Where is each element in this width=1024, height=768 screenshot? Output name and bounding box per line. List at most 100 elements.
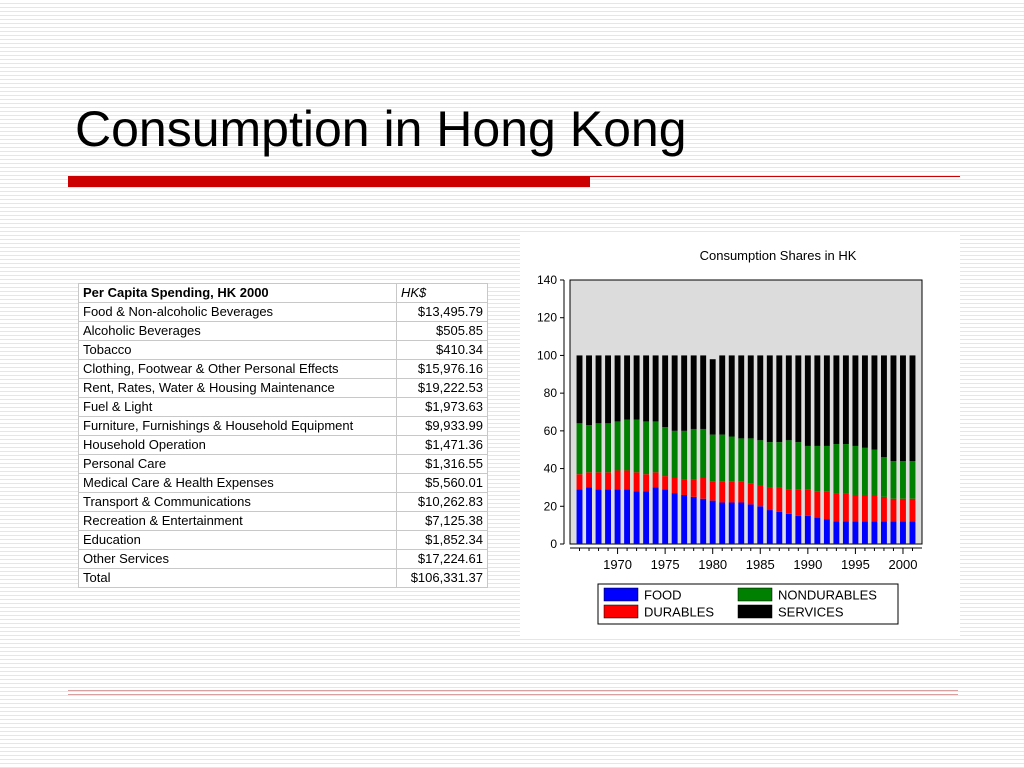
table-cell-amount: $1,316.55 bbox=[396, 454, 488, 474]
legend-swatch-nondurables bbox=[737, 587, 773, 602]
table-cell-category: Alcoholic Beverages bbox=[78, 321, 397, 341]
bar-nondurables-1981 bbox=[719, 434, 726, 482]
bar-nondurables-1991 bbox=[814, 445, 821, 492]
chart-title: Consumption Shares in HK bbox=[700, 248, 857, 263]
table-cell-amount: $1,973.63 bbox=[396, 397, 488, 417]
legend-swatch-services bbox=[737, 604, 773, 619]
legend-label-services: SERVICES bbox=[778, 605, 844, 620]
bar-nondurables-1971 bbox=[624, 419, 631, 471]
bar-services-1988 bbox=[785, 355, 792, 441]
bar-services-1970 bbox=[614, 355, 621, 422]
bar-food-1977 bbox=[681, 494, 688, 544]
table-cell-category: Tobacco bbox=[78, 340, 397, 360]
bar-durables-2001 bbox=[909, 498, 916, 522]
bar-nondurables-1990 bbox=[804, 445, 811, 490]
table-cell-amount: $15,976.16 bbox=[396, 359, 488, 379]
bar-services-1972 bbox=[633, 355, 640, 420]
bar-nondurables-1967 bbox=[586, 425, 592, 473]
bar-services-1985 bbox=[757, 355, 764, 441]
bar-durables-1981 bbox=[719, 481, 726, 503]
table-cell-category: Personal Care bbox=[78, 454, 397, 474]
bar-durables-1999 bbox=[890, 498, 897, 522]
bar-durables-1982 bbox=[728, 481, 735, 503]
bar-services-1982 bbox=[728, 355, 735, 437]
bar-nondurables-1975 bbox=[662, 427, 669, 477]
bar-durables-1997 bbox=[871, 494, 878, 522]
y-tick-label: 0 bbox=[550, 537, 557, 551]
table-cell-amount: $505.85 bbox=[396, 321, 488, 341]
table-cell-category: Furniture, Furnishings & Household Equip… bbox=[78, 416, 397, 436]
table-cell-amount: $7,125.38 bbox=[396, 511, 488, 531]
bar-durables-1983 bbox=[738, 481, 745, 503]
bar-durables-1969 bbox=[605, 472, 611, 490]
bar-services-1978 bbox=[690, 355, 697, 429]
bar-durables-1970 bbox=[614, 470, 621, 490]
table-row: Total $106,331.37 bbox=[78, 568, 488, 588]
table-cell-amount: $19,222.53 bbox=[396, 378, 488, 398]
bar-nondurables-1982 bbox=[728, 436, 735, 482]
x-tick-label: 1975 bbox=[651, 557, 680, 572]
bar-food-1967 bbox=[586, 487, 592, 544]
legend-swatch-food bbox=[603, 587, 639, 602]
bar-nondurables-1968 bbox=[595, 423, 602, 473]
bar-food-1979 bbox=[700, 498, 707, 544]
bar-services-1998 bbox=[881, 355, 887, 458]
bar-nondurables-1997 bbox=[871, 449, 878, 495]
bar-services-1994 bbox=[842, 355, 849, 445]
bar-nondurables-1999 bbox=[890, 461, 897, 499]
bar-services-1981 bbox=[719, 355, 726, 435]
bar-services-1992 bbox=[823, 355, 830, 446]
bar-nondurables-1974 bbox=[652, 421, 659, 473]
bar-food-1987 bbox=[776, 511, 783, 544]
y-tick-label: 100 bbox=[537, 348, 557, 362]
bar-food-1974 bbox=[652, 487, 659, 544]
bar-food-1997 bbox=[871, 521, 878, 544]
bar-food-1989 bbox=[795, 515, 802, 544]
bar-nondurables-1973 bbox=[643, 421, 650, 475]
bar-food-1980 bbox=[709, 500, 716, 544]
table-row: Medical Care & Health Expenses $5,560.01 bbox=[78, 473, 488, 493]
table-cell-amount: $410.34 bbox=[396, 340, 488, 360]
table-row: Household Operation $1,471.36 bbox=[78, 435, 488, 455]
bar-services-1995 bbox=[852, 355, 859, 446]
bar-nondurables-1995 bbox=[852, 445, 859, 495]
table-row: Clothing, Footwear & Other Personal Effe… bbox=[78, 359, 488, 379]
bar-durables-1984 bbox=[747, 483, 754, 505]
table-row: Food & Non-alcoholic Beverages $13,495.79 bbox=[78, 302, 488, 322]
chart-panel: Consumption Shares in HK 0 20 40 60 80 100 120… bbox=[520, 232, 960, 637]
bar-nondurables-1984 bbox=[747, 438, 754, 484]
table-cell-amount: $106,331.37 bbox=[396, 568, 488, 588]
bar-food-1971 bbox=[624, 489, 631, 544]
bar-food-1998 bbox=[881, 521, 887, 544]
bar-durables-1988 bbox=[785, 489, 792, 514]
table-header-category: Per Capita Spending, HK 2000 bbox=[78, 283, 397, 303]
bar-services-1971 bbox=[624, 355, 631, 420]
table-row: Other Services $17,224.61 bbox=[78, 549, 488, 569]
bar-durables-1975 bbox=[662, 476, 669, 490]
legend-swatch-durables bbox=[603, 604, 639, 619]
table-cell-category: Clothing, Footwear & Other Personal Effe… bbox=[78, 359, 397, 379]
table-cell-amount: $1,471.36 bbox=[396, 435, 488, 455]
table-cell-category: Recreation & Entertainment bbox=[78, 511, 397, 531]
bar-services-1991 bbox=[814, 355, 821, 446]
table-cell-amount: $10,262.83 bbox=[396, 492, 488, 512]
legend: FOOD NONDURABLES DURABLES SERVICES bbox=[597, 583, 899, 625]
bar-food-1969 bbox=[605, 489, 611, 544]
bar-food-1999 bbox=[890, 521, 897, 544]
bar-food-2000 bbox=[900, 521, 906, 544]
bar-services-1993 bbox=[833, 355, 840, 445]
table-row: Furniture, Furnishings & Household Equip… bbox=[78, 416, 488, 436]
bar-services-1986 bbox=[766, 355, 773, 443]
bars-group bbox=[576, 355, 916, 544]
table-cell-amount: $17,224.61 bbox=[396, 549, 488, 569]
bar-services-1996 bbox=[861, 355, 868, 448]
per-capita-spending-table: Per Capita Spending, HK 2000 HK$ Food & … bbox=[78, 283, 488, 588]
bar-nondurables-1976 bbox=[671, 430, 678, 478]
bar-food-1978 bbox=[690, 496, 697, 544]
bar-food-1988 bbox=[785, 513, 792, 544]
bar-nondurables-1977 bbox=[681, 430, 688, 480]
bar-services-2000 bbox=[900, 355, 906, 462]
plot-area bbox=[569, 279, 923, 545]
consumption-shares-chart: Consumption Shares in HK 0 20 40 60 80 100 120… bbox=[537, 248, 923, 625]
legend-label-durables: DURABLES bbox=[644, 605, 714, 620]
